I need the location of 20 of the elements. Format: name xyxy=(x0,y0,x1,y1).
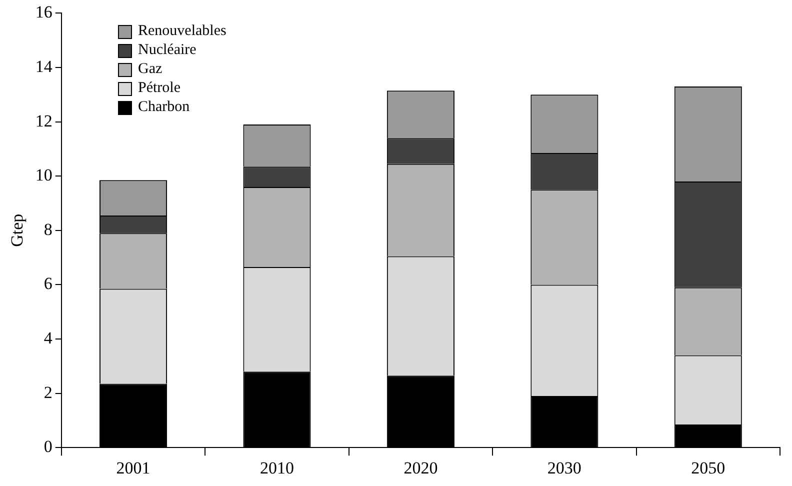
y-tick-label: 4 xyxy=(44,328,53,348)
legend-label: Gaz xyxy=(138,60,162,79)
y-tick-label: 2 xyxy=(44,382,52,402)
y-tick-label: 10 xyxy=(35,166,52,185)
legend-label: Charbon xyxy=(138,98,190,117)
legend-label: Pétrole xyxy=(138,79,180,98)
x-tick-label: 2020 xyxy=(404,458,438,478)
x-tick-label: 2010 xyxy=(260,458,294,478)
x-tick-label: 2001 xyxy=(116,458,150,478)
x-tick-label: 2030 xyxy=(547,458,582,478)
y-tick-label: 12 xyxy=(35,111,52,130)
legend-label: Nucléaire xyxy=(138,41,196,60)
legend-label: Renouvelables xyxy=(138,22,226,41)
y-tick-label: 14 xyxy=(35,56,53,76)
y-axis-title: Gtep xyxy=(8,214,27,247)
y-tick-label: 16 xyxy=(35,2,52,22)
y-tick-label: 0 xyxy=(44,437,52,456)
y-tick-label: 8 xyxy=(44,220,52,239)
x-tick-label: 2050 xyxy=(691,458,726,478)
y-tick-label: 6 xyxy=(44,274,52,294)
